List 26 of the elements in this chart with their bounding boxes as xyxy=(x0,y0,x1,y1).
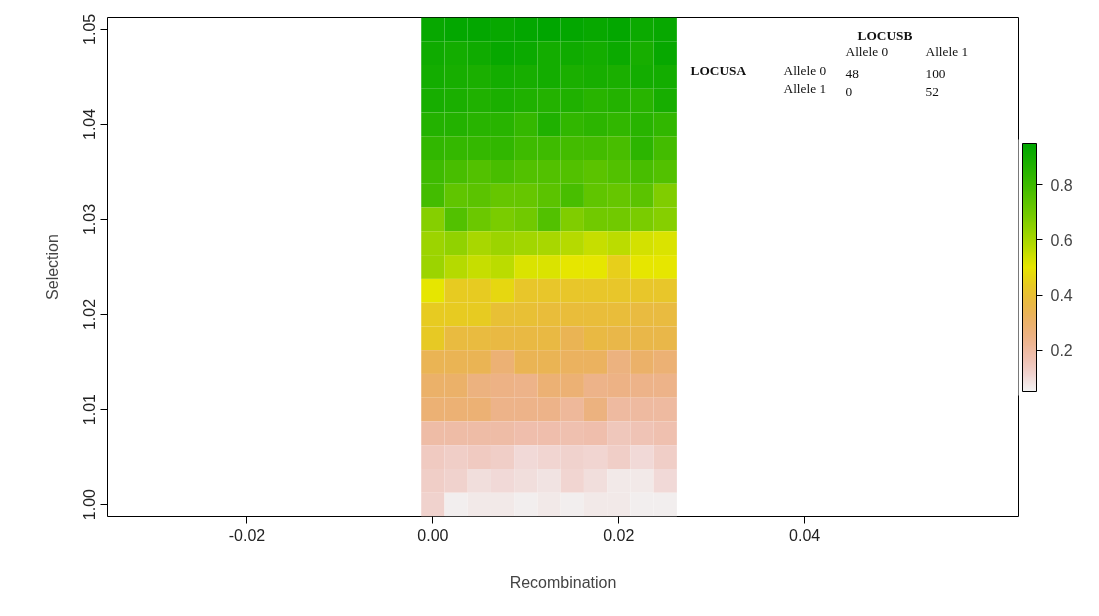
annotation: Allele 0 xyxy=(783,62,827,78)
annotation: 52 xyxy=(925,83,939,99)
annotation: 0 xyxy=(845,83,853,99)
annotation: LOCUSA xyxy=(690,62,747,78)
annotation: Allele 1 xyxy=(925,43,969,59)
y-tick-label: 1.02 xyxy=(81,298,99,331)
color-bar-label: 0.2 xyxy=(1050,342,1073,360)
y-tick-label: 1.01 xyxy=(81,393,99,426)
annotation: Allele 1 xyxy=(783,80,827,96)
x-tick-label: 0.04 xyxy=(789,526,821,544)
annotation: 100 xyxy=(925,65,946,81)
y-tick-label: 1.00 xyxy=(81,488,99,521)
annotation: LOCUSB xyxy=(857,27,913,43)
y-tick-label: 1.05 xyxy=(81,13,99,45)
annotation: Allele 0 xyxy=(845,43,889,59)
color-bar-label: 0.8 xyxy=(1050,176,1073,194)
y-axis-title: Selection xyxy=(43,234,61,300)
y-tick-label: 1.03 xyxy=(81,203,99,236)
color-bar-label: 0.6 xyxy=(1050,231,1073,249)
x-axis-title: Recombination xyxy=(509,573,617,591)
y-tick-label: 1.04 xyxy=(81,108,99,140)
x-tick-label: -0.02 xyxy=(228,526,266,544)
x-tick-label: 0.00 xyxy=(417,526,449,544)
x-tick-label: 0.02 xyxy=(603,526,635,544)
color-bar-label: 0.4 xyxy=(1050,287,1073,305)
annotation: 48 xyxy=(845,65,860,81)
